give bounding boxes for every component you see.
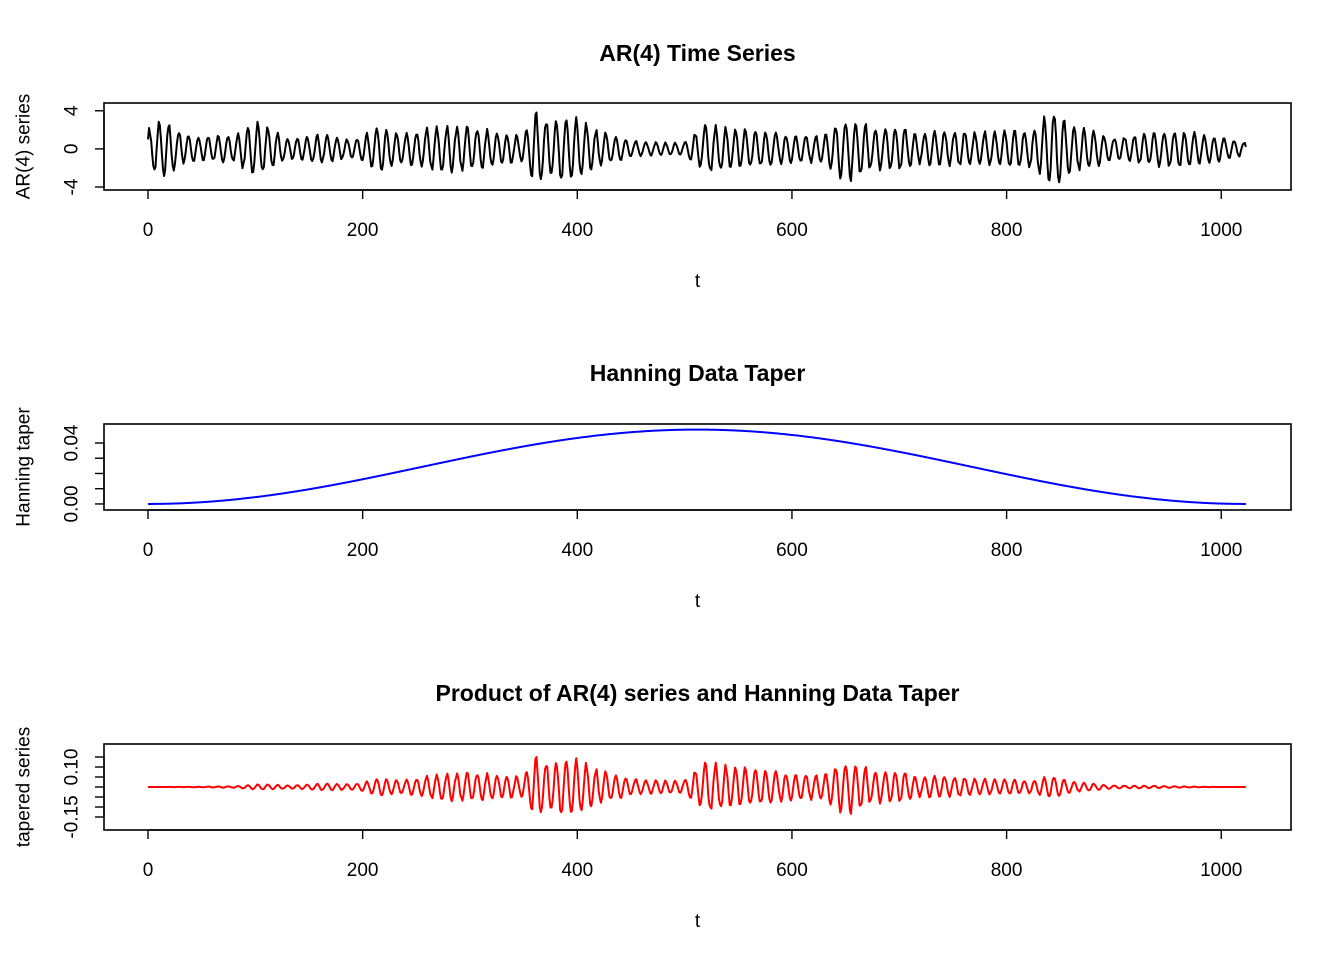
x-tick-label: 400 — [561, 220, 593, 241]
y-tick-label: -4 — [62, 178, 83, 195]
series-line — [148, 428, 1246, 505]
x-axis: 0 200 400 600 800 1000 — [143, 189, 1242, 241]
panel-3: Product of AR(4) series and Hanning Data… — [14, 680, 1292, 932]
x-tick-label: 200 — [347, 860, 379, 881]
y-tick-label: 0.00 — [62, 485, 83, 522]
y-axis-label: AR(4) series — [14, 94, 35, 200]
panel-2: Hanning Data Taper 0 200 400 600 800 1000 t 0.00… — [14, 360, 1292, 612]
x-axis: 0 200 400 600 800 1000 — [143, 829, 1242, 881]
y-tick-label: 0 — [62, 144, 83, 155]
x-tick-label: 800 — [991, 860, 1023, 881]
series-line — [148, 756, 1246, 815]
x-tick-label: 600 — [776, 860, 808, 881]
x-tick-label: 400 — [561, 540, 593, 561]
y-axis: 0.00 0.04 — [62, 424, 105, 522]
y-axis: -4 0 4 — [62, 105, 105, 195]
x-tick-label: 400 — [561, 860, 593, 881]
x-tick-label: 200 — [347, 220, 379, 241]
y-axis-label: tapered series — [14, 727, 35, 847]
series-line — [147, 111, 1247, 184]
plot-frame — [103, 423, 1292, 511]
x-axis-label: t — [695, 911, 701, 932]
y-tick-label: 4 — [62, 105, 83, 116]
chart-title: AR(4) Time Series — [599, 40, 795, 66]
x-axis-label: t — [695, 271, 701, 292]
x-tick-label: 200 — [347, 540, 379, 561]
y-axis: -0.15 0.10 — [62, 749, 105, 839]
y-axis-label: Hanning taper — [14, 407, 35, 527]
x-tick-label: 600 — [776, 540, 808, 561]
x-tick-label: 1000 — [1200, 540, 1242, 561]
x-tick-label: 800 — [991, 540, 1023, 561]
y-tick-label: 0.04 — [62, 424, 83, 461]
y-tick-label: -0.15 — [62, 795, 83, 838]
y-tick-label: 0.10 — [62, 749, 83, 786]
x-tick-label: 0 — [143, 540, 154, 561]
x-tick-label: 1000 — [1200, 220, 1242, 241]
x-tick-label: 1000 — [1200, 860, 1242, 881]
x-tick-label: 600 — [776, 220, 808, 241]
x-tick-label: 800 — [991, 220, 1023, 241]
chart-title: Hanning Data Taper — [590, 360, 806, 386]
panel-1: AR(4) Time Series 0 200 400 600 800 1000 t -4 0 4 A… — [14, 40, 1292, 292]
x-tick-label: 0 — [143, 220, 154, 241]
x-tick-label: 0 — [143, 860, 154, 881]
x-axis: 0 200 400 600 800 1000 — [143, 509, 1242, 561]
chart-title: Product of AR(4) series and Hanning Data… — [436, 680, 960, 706]
x-axis-label: t — [695, 591, 701, 612]
